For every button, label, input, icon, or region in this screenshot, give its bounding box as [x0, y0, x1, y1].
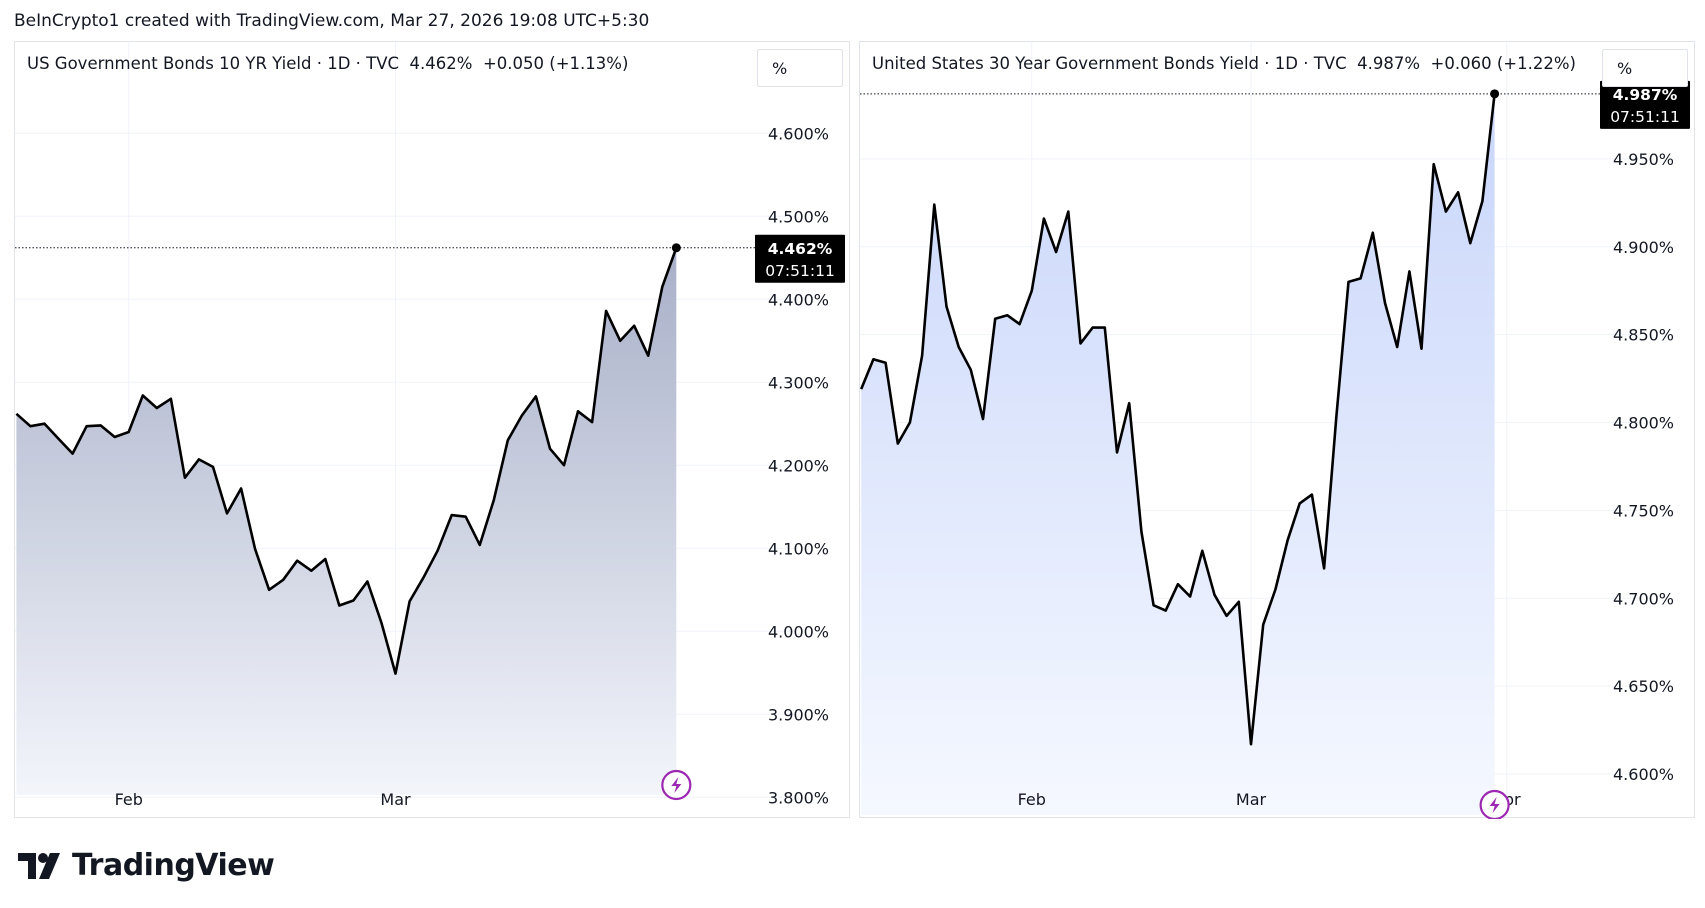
countdown-label: 07:51:11	[1610, 108, 1680, 126]
legend-last: 4.987%	[1357, 54, 1421, 73]
legend-change-pct: (+1.22%)	[1496, 54, 1576, 73]
unit-toggle-button[interactable]: %	[1602, 49, 1688, 87]
y-tick-label: 4.600%	[768, 124, 829, 143]
y-tick-label: 4.300%	[768, 373, 829, 392]
chart-panel-10yr[interactable]: 3.800% 3.900% 4.000% 4.100% 4.200% 4.300% 4.40…	[14, 41, 850, 818]
unit-toggle-button[interactable]: %	[757, 49, 843, 87]
last-point-marker[interactable]	[671, 243, 681, 253]
last-point-marker[interactable]	[1490, 89, 1500, 99]
tradingview-logo-icon	[18, 852, 60, 879]
chart-panel-30yr[interactable]: 4.600% 4.650% 4.700% 4.750% 4.800% 4.850% 4.90…	[859, 41, 1696, 819]
y-tick-label: 4.400%	[768, 290, 829, 309]
y-tick-label: 4.750%	[1613, 501, 1674, 520]
y-tick-label: 4.000%	[768, 622, 829, 641]
legend-change: +0.050	[482, 54, 545, 73]
y-tick-label: 3.900%	[768, 705, 829, 724]
series-area-fill	[16, 247, 677, 796]
chart-30yr-svg[interactable]: 4.600% 4.650% 4.700% 4.750% 4.800% 4.850% 4.90…	[860, 42, 1696, 819]
y-tick-label: 4.200%	[768, 456, 829, 475]
legend-30yr: United States 30 Year Government Bonds Y…	[872, 54, 1576, 73]
y-tick-label: 4.650%	[1613, 677, 1674, 696]
last-value-badge: 4.987% 07:51:11	[1600, 80, 1690, 129]
last-value-label: 4.462%	[768, 240, 833, 258]
x-tick-label: Feb	[1018, 790, 1046, 809]
y-tick-label: 4.500%	[768, 207, 829, 226]
y-tick-label: 3.800%	[768, 788, 829, 807]
tradingview-brand[interactable]: TradingView	[18, 848, 275, 883]
legend-10yr: US Government Bonds 10 YR Yield · 1D · T…	[27, 54, 629, 73]
y-tick-label: 4.100%	[768, 539, 829, 558]
x-tick-label: Feb	[115, 790, 143, 809]
x-tick-label: Mar	[1236, 790, 1267, 809]
y-tick-label: 4.800%	[1613, 414, 1674, 433]
lightning-icon[interactable]	[661, 769, 692, 801]
legend-interval: 1D	[1274, 54, 1298, 73]
legend-title: United States 30 Year Government Bonds Y…	[872, 54, 1260, 73]
series-line[interactable]	[860, 93, 1496, 746]
legend-interval: 1D	[327, 54, 351, 73]
legend-change: +0.060	[1430, 54, 1492, 73]
tradingview-wordmark: TradingView	[72, 848, 275, 883]
y-tick-label: 4.700%	[1613, 589, 1674, 608]
y-tick-label: 4.900%	[1613, 238, 1674, 257]
series-area-fill	[861, 93, 1495, 816]
y-tick-label: 4.950%	[1613, 150, 1674, 169]
countdown-label: 07:51:11	[765, 262, 835, 280]
legend-title: US Government Bonds 10 YR Yield	[27, 54, 312, 73]
chart-credit: BeInCrypto1 created with TradingView.com…	[14, 11, 650, 31]
legend-source: TVC	[1313, 54, 1347, 73]
series-line[interactable]	[15, 247, 678, 675]
last-value-badge: 4.462% 07:51:11	[755, 234, 845, 283]
y-tick-label: 4.850%	[1613, 326, 1674, 345]
chart-10yr-svg[interactable]: 3.800% 3.900% 4.000% 4.100% 4.200% 4.300% 4.40…	[15, 42, 851, 819]
legend-change-pct: (+1.13%)	[549, 54, 629, 73]
y-tick-label: 4.600%	[1613, 765, 1674, 784]
lightning-icon[interactable]	[1479, 789, 1510, 819]
legend-source: TVC	[366, 54, 400, 73]
x-tick-label: Mar	[380, 790, 411, 809]
last-value-label: 4.987%	[1613, 86, 1678, 104]
legend-last: 4.462%	[409, 54, 473, 73]
